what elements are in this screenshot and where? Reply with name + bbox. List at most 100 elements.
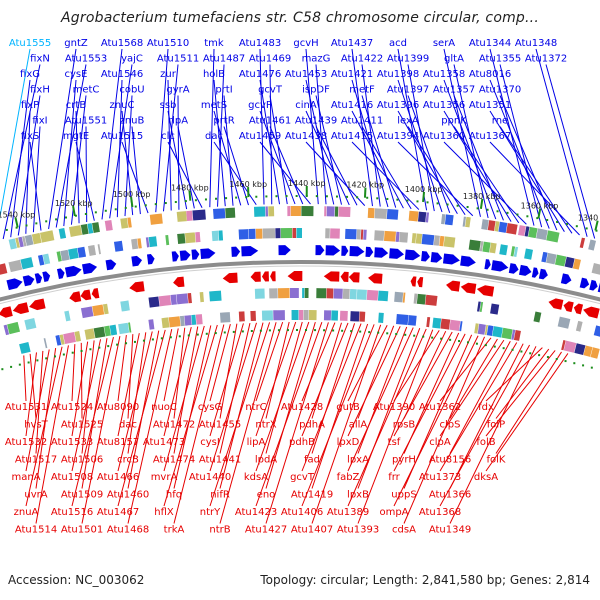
gene-label[interactable]: ispDF bbox=[302, 85, 330, 96]
gene-label[interactable]: ppnK bbox=[441, 116, 467, 127]
gene-label[interactable]: Atu1355 bbox=[479, 54, 521, 65]
gene-label[interactable]: clc bbox=[161, 131, 175, 142]
gene-label[interactable]: lipA bbox=[247, 437, 266, 448]
gene-label[interactable]: Atu1344 bbox=[469, 38, 511, 49]
gene-label[interactable]: Atu1360 bbox=[423, 131, 465, 142]
gene-label[interactable]: ntrB bbox=[209, 525, 230, 536]
gene-label[interactable]: Atu1517 bbox=[15, 455, 57, 466]
gene-label[interactable]: rne bbox=[492, 116, 508, 127]
gene-label[interactable]: folB bbox=[476, 437, 495, 448]
gene-label[interactable]: prtR bbox=[213, 116, 234, 127]
gene-label[interactable]: lexA bbox=[397, 116, 419, 127]
gene-label[interactable]: zur bbox=[160, 69, 177, 80]
gene-label[interactable]: Atu1366 bbox=[429, 490, 471, 501]
gene-label[interactable]: cysI bbox=[200, 437, 220, 448]
gene-label[interactable]: lpxB bbox=[347, 490, 369, 501]
gene-label[interactable]: Atu1474 bbox=[153, 455, 195, 466]
gene-label[interactable]: metC bbox=[73, 85, 100, 96]
gene-label[interactable]: Atu1506 bbox=[61, 455, 103, 466]
gene-label[interactable]: Atu1370 bbox=[479, 85, 521, 96]
gene-label[interactable]: Atu1553 bbox=[65, 54, 107, 65]
gene-label[interactable]: Atu1356 bbox=[423, 100, 465, 111]
gene-label[interactable]: nuoC bbox=[151, 402, 177, 413]
gene-label[interactable]: rlpA bbox=[168, 116, 188, 127]
gene-label[interactable]: nifR bbox=[210, 490, 230, 501]
gene-label[interactable]: Atu1551 bbox=[65, 116, 107, 127]
gene-label[interactable]: gcvT bbox=[290, 472, 315, 483]
gene-label[interactable]: tmk bbox=[204, 38, 224, 49]
gene-label[interactable]: clpA bbox=[429, 437, 451, 448]
gene-label[interactable]: Atu1473 bbox=[143, 437, 185, 448]
gene-label[interactable]: dac bbox=[205, 131, 223, 142]
gene-label[interactable]: Atu1453 bbox=[285, 69, 327, 80]
gene-label[interactable]: uppS bbox=[391, 490, 416, 501]
gene-label[interactable]: lpdA bbox=[255, 455, 277, 466]
gene-label[interactable]: ompA bbox=[379, 507, 408, 518]
gene-label[interactable]: Atu1510 bbox=[147, 38, 189, 49]
gene-label[interactable]: Atu1407 bbox=[291, 525, 333, 536]
gene-label[interactable]: rpsB bbox=[393, 420, 416, 431]
gene-label[interactable]: fixI bbox=[32, 116, 47, 127]
gene-label[interactable]: folK bbox=[487, 455, 506, 466]
gene-label[interactable]: Atu1373 bbox=[419, 472, 461, 483]
gene-label[interactable]: Atu1367 bbox=[469, 131, 511, 142]
gene-label[interactable]: cysE bbox=[65, 69, 88, 80]
gene-label[interactable]: tsf bbox=[388, 437, 401, 448]
gene-label[interactable]: Atu1415 bbox=[331, 131, 373, 142]
gene-label[interactable]: pdhA bbox=[299, 420, 325, 431]
gene-label[interactable]: yajC bbox=[121, 54, 143, 65]
gene-label[interactable]: Atu1393 bbox=[337, 525, 379, 536]
gene-label[interactable]: mazG bbox=[302, 54, 331, 65]
gene-label[interactable]: fixG bbox=[20, 69, 40, 80]
gene-label[interactable]: clpS bbox=[440, 420, 461, 431]
gene-label[interactable]: gntZ bbox=[64, 38, 88, 49]
gene-label[interactable]: ssb bbox=[160, 100, 177, 111]
gene-label[interactable]: Atu1441 bbox=[199, 455, 241, 466]
gene-label[interactable]: Atu1472 bbox=[153, 420, 195, 431]
gene-label[interactable]: Atu1514 bbox=[15, 525, 57, 536]
gene-label[interactable]: ntrX bbox=[255, 420, 276, 431]
gene-label[interactable]: lpxA bbox=[347, 455, 369, 466]
gene-label[interactable]: pyrH bbox=[392, 455, 416, 466]
gene-label[interactable]: ntrC bbox=[245, 402, 266, 413]
gene-label[interactable]: cobU bbox=[119, 85, 144, 96]
gene-label[interactable]: Atu1476 bbox=[239, 69, 281, 80]
gene-label[interactable]: gcvP bbox=[248, 100, 272, 111]
gene-label[interactable]: cdsA bbox=[392, 525, 416, 536]
gene-label[interactable]: Atu1511 bbox=[157, 54, 199, 65]
gene-label[interactable]: manA bbox=[11, 472, 40, 483]
gene-label[interactable]: fixP bbox=[21, 100, 39, 111]
gene-label[interactable]: Atu1524 bbox=[51, 402, 93, 413]
gene-label[interactable]: Atu1568 bbox=[101, 38, 143, 49]
gene-label[interactable]: Atu1525 bbox=[61, 420, 103, 431]
gene-label[interactable]: Atu1469 bbox=[249, 54, 291, 65]
gene-label[interactable]: Atu1427 bbox=[245, 525, 287, 536]
gene-label[interactable]: Atu1394 bbox=[377, 131, 419, 142]
gene-label[interactable]: Atu1468 bbox=[107, 525, 149, 536]
gene-label[interactable]: Atu1372 bbox=[525, 54, 567, 65]
gene-label[interactable]: dksA bbox=[474, 472, 498, 483]
gene-label[interactable]: mgtE bbox=[63, 131, 89, 142]
gene-label[interactable]: hvsT bbox=[24, 420, 48, 431]
gene-label[interactable]: allA bbox=[349, 420, 368, 431]
gene-label[interactable]: Atu1428 bbox=[281, 402, 323, 413]
gene-label[interactable]: Atu1419 bbox=[291, 490, 333, 501]
gene-label[interactable]: Atu1459 bbox=[239, 131, 281, 142]
gene-label[interactable]: Atu1467 bbox=[97, 507, 139, 518]
gene-label[interactable]: Atu1349 bbox=[429, 525, 471, 536]
gene-label[interactable]: Atu1406 bbox=[281, 507, 323, 518]
gene-label[interactable]: Atu1546 bbox=[101, 69, 143, 80]
gene-label[interactable]: pdhB bbox=[289, 437, 315, 448]
gene-label[interactable]: Atu1397 bbox=[387, 85, 429, 96]
gene-label[interactable]: Atu1501 bbox=[61, 525, 103, 536]
gene-label[interactable]: Atu1466 bbox=[97, 472, 139, 483]
gene-label[interactable]: crtB bbox=[66, 100, 87, 111]
gene-label[interactable]: Atu1438 bbox=[285, 131, 327, 142]
gene-label[interactable]: lpxD bbox=[337, 437, 360, 448]
gene-label[interactable]: hflX bbox=[154, 507, 174, 518]
gene-label[interactable]: gcvH bbox=[293, 38, 318, 49]
gene-label[interactable]: Atu1487 bbox=[203, 54, 245, 65]
gene-label[interactable]: Atu1390 bbox=[373, 402, 415, 413]
gene-label[interactable]: Atu1357 bbox=[433, 85, 475, 96]
gene-label[interactable]: Atu1368 bbox=[419, 507, 461, 518]
